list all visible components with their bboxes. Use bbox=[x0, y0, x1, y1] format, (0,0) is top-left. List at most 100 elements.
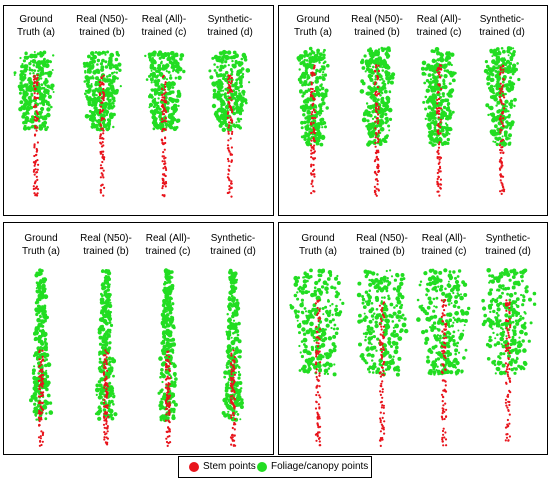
foliage-point bbox=[112, 64, 116, 69]
foliage-point bbox=[324, 364, 327, 368]
foliage-point bbox=[440, 53, 444, 58]
foliage-point bbox=[167, 113, 173, 118]
foliage-point bbox=[385, 289, 389, 293]
foliage-point bbox=[375, 349, 378, 352]
stem-point bbox=[168, 369, 171, 373]
foliage-point bbox=[440, 98, 445, 103]
foliage-point bbox=[321, 126, 324, 129]
foliage-point bbox=[170, 297, 173, 300]
stem-point bbox=[380, 406, 383, 409]
stem-point bbox=[436, 157, 439, 160]
stem-point bbox=[499, 151, 502, 154]
stem-point bbox=[375, 117, 378, 120]
foliage-point bbox=[303, 100, 306, 103]
foliage-point bbox=[111, 71, 114, 75]
foliage-point bbox=[401, 322, 407, 328]
foliage-point bbox=[105, 78, 110, 83]
stem-point bbox=[229, 137, 232, 140]
stem-point bbox=[166, 403, 169, 406]
stem-point bbox=[231, 130, 234, 133]
foliage-point bbox=[170, 342, 174, 346]
foliage-point bbox=[397, 319, 401, 322]
foliage-point bbox=[174, 377, 178, 381]
foliage-point bbox=[449, 82, 452, 85]
foliage-point bbox=[385, 318, 390, 324]
stem-point bbox=[310, 83, 313, 86]
foliage-point bbox=[108, 408, 112, 413]
foliage-point bbox=[397, 356, 402, 361]
foliage-point bbox=[39, 299, 42, 302]
stem-point bbox=[310, 182, 313, 185]
stem-point bbox=[164, 83, 167, 86]
stem-point bbox=[382, 404, 385, 407]
stem-point bbox=[500, 87, 503, 90]
foliage-point bbox=[216, 90, 221, 94]
stem-point bbox=[374, 107, 378, 110]
stem-point bbox=[103, 366, 106, 369]
stem-point bbox=[101, 116, 104, 120]
foliage-point bbox=[174, 55, 177, 58]
tree-top-left-0 bbox=[13, 50, 55, 197]
foliage-point bbox=[301, 311, 305, 315]
stem-point bbox=[102, 129, 105, 132]
stem-point bbox=[310, 192, 313, 195]
stem-point bbox=[438, 107, 441, 110]
foliage-point bbox=[30, 68, 34, 72]
stem-point bbox=[230, 383, 233, 386]
foliage-point bbox=[500, 57, 504, 61]
foliage-point bbox=[105, 303, 109, 308]
foliage-point bbox=[46, 393, 51, 398]
foliage-point bbox=[494, 66, 498, 70]
foliage-point bbox=[368, 365, 373, 370]
foliage-point bbox=[238, 92, 242, 96]
stem-point bbox=[35, 81, 38, 84]
foliage-point bbox=[438, 101, 443, 106]
stem-point bbox=[230, 121, 233, 124]
stem-point bbox=[379, 417, 382, 420]
column-label-top-right-2: Real (All)- trained (c) bbox=[416, 14, 462, 38]
foliage-point bbox=[318, 88, 322, 92]
stem-point bbox=[228, 191, 231, 194]
foliage-point bbox=[171, 90, 175, 94]
foliage-point bbox=[384, 333, 387, 336]
stem-point bbox=[230, 182, 233, 185]
foliage-point bbox=[217, 79, 220, 82]
foliage-point bbox=[41, 320, 45, 324]
stem-point bbox=[437, 152, 440, 155]
foliage-point bbox=[39, 329, 42, 333]
foliage-point bbox=[51, 88, 54, 91]
foliage-point bbox=[322, 120, 326, 124]
stem-point bbox=[382, 302, 385, 305]
foliage-point bbox=[336, 312, 342, 317]
stem-point bbox=[105, 436, 108, 439]
stem-point bbox=[317, 426, 320, 429]
foliage-point bbox=[227, 64, 230, 67]
foliage-point bbox=[102, 285, 107, 290]
foliage-point bbox=[432, 79, 437, 84]
foliage-point bbox=[160, 414, 165, 419]
foliage-point bbox=[29, 53, 34, 59]
stem-point bbox=[379, 390, 382, 393]
foliage-point bbox=[385, 269, 388, 273]
stem-point bbox=[376, 86, 379, 89]
foliage-point bbox=[221, 411, 226, 415]
foliage-point bbox=[376, 273, 379, 276]
foliage-point bbox=[229, 344, 232, 347]
stem-point bbox=[101, 160, 104, 164]
foliage-point bbox=[96, 58, 101, 63]
foliage-point bbox=[112, 374, 115, 378]
foliage-point bbox=[321, 66, 326, 71]
stem-point bbox=[36, 168, 39, 171]
foliage-point bbox=[387, 124, 391, 128]
foliage-point bbox=[103, 51, 107, 54]
stem-point bbox=[227, 173, 230, 176]
stem-point bbox=[230, 373, 233, 376]
foliage-point bbox=[159, 400, 164, 405]
foliage-point bbox=[375, 52, 380, 57]
stem-point bbox=[38, 349, 41, 352]
stem-point bbox=[32, 185, 35, 188]
stem-point bbox=[232, 379, 235, 382]
stem-point bbox=[231, 90, 234, 93]
foliage-point bbox=[504, 132, 508, 136]
stem-point bbox=[499, 148, 502, 152]
